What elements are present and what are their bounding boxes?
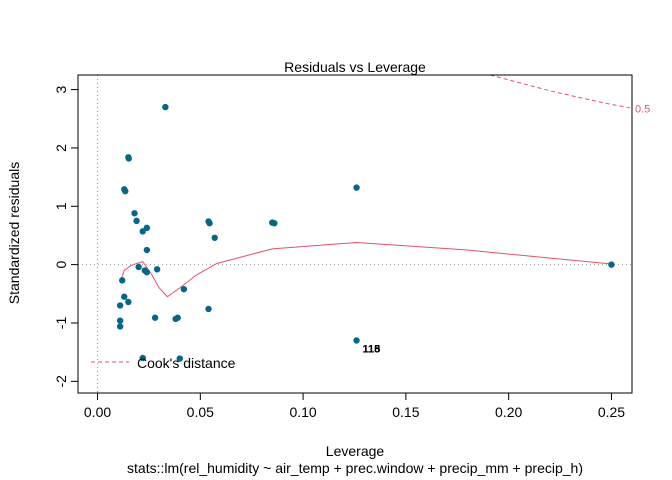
data-point (131, 210, 138, 217)
data-point (608, 261, 615, 268)
x-tick-label: 0.00 (84, 404, 111, 420)
legend-label: Cook's distance (137, 355, 236, 371)
data-point (162, 103, 169, 111)
data-point (122, 187, 129, 195)
x-tick-label: 0.10 (289, 404, 316, 420)
smooth-line-group (119, 241, 612, 298)
data-point (116, 323, 124, 330)
data-point (211, 234, 218, 241)
x-tick-label: 0.25 (598, 404, 625, 420)
chart-subtitle: stats::lm(rel_humidity ~ air_temp + prec… (127, 460, 583, 476)
y-tick-label: 0 (53, 261, 69, 269)
data-point (139, 228, 146, 235)
data-point (116, 317, 124, 324)
x-axis-label: Leverage (326, 443, 385, 459)
cooks-contour-line (490, 75, 632, 109)
data-point (139, 354, 146, 362)
data-point (133, 217, 140, 225)
legend: Cook's distance (91, 355, 236, 371)
data-point (353, 184, 360, 191)
data-point (180, 285, 188, 293)
data-point (174, 314, 181, 321)
x-tick-label: 0.05 (187, 404, 214, 420)
data-point (176, 355, 183, 362)
y-tick-label: 3 (53, 85, 69, 93)
data-points (116, 103, 615, 362)
cooks-contour-label: 0.5 (635, 103, 650, 115)
cooks-distance-contours (490, 75, 632, 109)
data-point (125, 298, 132, 306)
y-tick-label: -2 (53, 375, 69, 388)
data-point (206, 220, 213, 227)
data-point (205, 305, 212, 313)
reference-lines (78, 75, 632, 393)
data-point (143, 269, 151, 276)
plot-box (77, 74, 633, 394)
y-tick-label: 1 (53, 202, 69, 210)
smooth-line (119, 241, 612, 298)
x-tick-label: 0.15 (392, 404, 419, 420)
data-point (121, 293, 128, 300)
data-point (118, 277, 126, 284)
x-tick-label: 0.20 (495, 404, 522, 420)
x-axis: 0.00 0.05 0.10 0.15 0.20 0.25 (84, 392, 625, 420)
y-axis-label: Standardized residuals (6, 162, 22, 304)
point-label: 118 (363, 343, 381, 355)
data-point (135, 263, 142, 271)
point-label: 115 (363, 343, 381, 355)
data-point (125, 155, 132, 162)
y-tick-label: 2 (53, 144, 69, 152)
data-point (271, 220, 278, 227)
data-point (153, 266, 161, 273)
y-axis: -2 -1 0 1 2 3 (53, 85, 79, 388)
chart-title: Residuals vs Leverage (284, 59, 426, 75)
data-point (353, 337, 360, 344)
data-point (116, 302, 124, 309)
data-point (143, 246, 151, 254)
y-tick-label: -1 (53, 317, 69, 330)
data-point (151, 314, 159, 321)
